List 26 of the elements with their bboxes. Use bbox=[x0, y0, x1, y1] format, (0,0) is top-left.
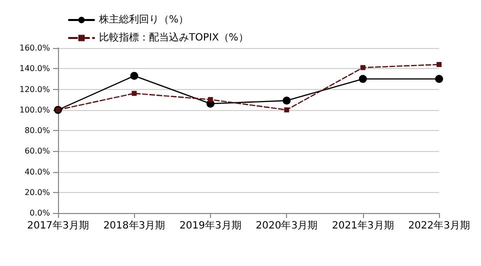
x-tick-label: 2022年3月期 bbox=[408, 220, 470, 232]
y-tick-label: 100.0% bbox=[19, 105, 50, 114]
x-tick-label: 2018年3月期 bbox=[103, 220, 166, 232]
y-tick-label: 160.0% bbox=[19, 44, 50, 52]
point bbox=[435, 74, 444, 83]
legend-label: 株主総利回り（%） bbox=[98, 14, 189, 26]
x-tick-label: 2021年3月期 bbox=[332, 220, 394, 232]
point bbox=[284, 107, 290, 112]
point bbox=[132, 90, 137, 96]
x-tick-label: 2020年3月期 bbox=[256, 220, 318, 232]
y-tick-label: 140.0% bbox=[19, 64, 50, 74]
legend-label: 比較指標：配当込みTOPIX（%） bbox=[99, 32, 248, 44]
x-tick-label: 2019年3月期 bbox=[180, 220, 242, 232]
point bbox=[130, 72, 138, 80]
point bbox=[358, 74, 367, 83]
y-tick-label: 80.0% bbox=[24, 126, 50, 135]
y-tick-label: 40.0% bbox=[24, 167, 50, 176]
point bbox=[282, 96, 291, 105]
y-tick-label: 20.0% bbox=[24, 188, 50, 197]
y-tick-label: 60.0% bbox=[24, 146, 50, 156]
point bbox=[436, 62, 442, 67]
y-tick-label: 120.0% bbox=[19, 84, 50, 94]
point bbox=[360, 65, 366, 70]
x-tick-label: 2017年3月期 bbox=[27, 220, 89, 232]
y-tick-label: 0.0% bbox=[30, 208, 50, 218]
point bbox=[208, 97, 213, 102]
